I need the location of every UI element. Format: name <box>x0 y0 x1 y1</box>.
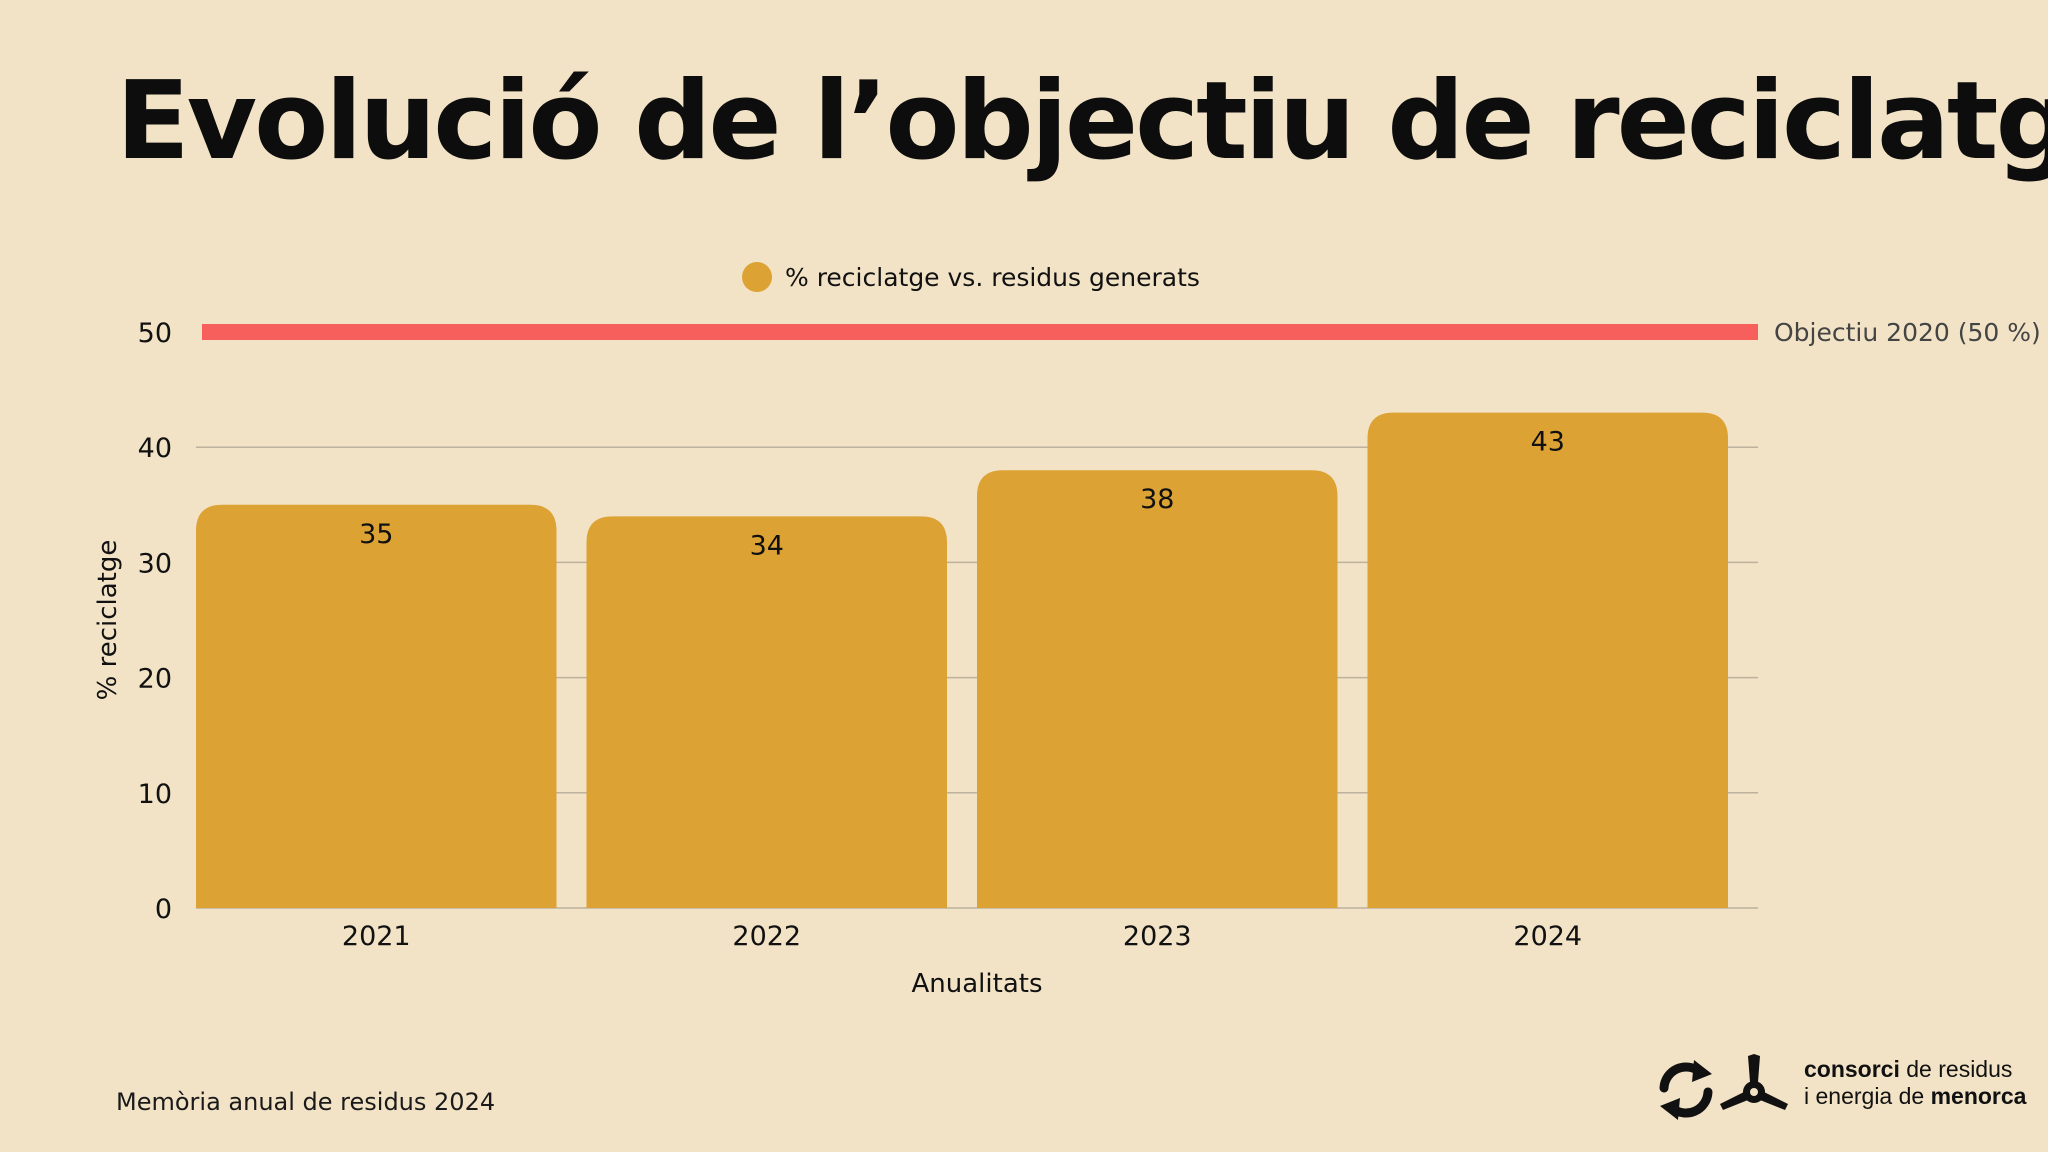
legend-swatch <box>742 262 772 292</box>
brand-word-menorca: menorca <box>1930 1083 2027 1109</box>
data-label: 34 <box>750 530 784 561</box>
bar-chart: Objectiu 2020 (50 %) 35 34 38 43 0 10 20 30 40 5… <box>93 262 2041 999</box>
bar <box>977 470 1338 908</box>
brand-line-1-rest: de residus <box>1899 1056 2013 1082</box>
brand-block: consorci de residus i energia de menorca <box>1654 1052 2026 1122</box>
y-axis-ticks: 0 10 20 30 40 50 <box>138 318 172 925</box>
target-label: Objectiu 2020 (50 %) <box>1774 318 2041 347</box>
target-line-group: Objectiu 2020 (50 %) <box>202 318 2041 347</box>
y-axis-label: % reciclatge <box>93 540 123 701</box>
bar <box>196 504 557 908</box>
wind-turbine-icon <box>1720 1054 1788 1110</box>
x-tick-label: 2023 <box>1123 921 1192 952</box>
legend: % reciclatge vs. residus generats <box>742 262 1200 292</box>
x-tick-label: 2021 <box>342 921 411 952</box>
chart-title: Evolució de l’objectiu de reciclatge <box>116 59 2048 184</box>
brand-line-2-rest: i energia de <box>1804 1083 1931 1109</box>
x-axis-ticks: 2021 2022 2023 2024 <box>342 921 1582 952</box>
brand-line-2: i energia de menorca <box>1804 1083 2026 1110</box>
data-labels: 35 34 38 43 <box>359 427 1565 562</box>
bars <box>196 412 1728 908</box>
arrow-head-bottom <box>1660 1098 1680 1120</box>
x-tick-label: 2024 <box>1513 921 1582 952</box>
y-tick-label: 30 <box>138 548 172 579</box>
brand-word-consorci: consorci <box>1804 1056 1900 1082</box>
y-tick-label: 50 <box>138 318 172 349</box>
bar <box>1367 412 1728 908</box>
footer-note: Memòria anual de residus 2024 <box>116 1088 496 1116</box>
data-label: 35 <box>359 519 393 550</box>
x-tick-label: 2022 <box>732 921 801 952</box>
y-tick-label: 40 <box>138 433 172 464</box>
y-tick-label: 10 <box>138 779 172 810</box>
x-axis-label: Anualitats <box>912 969 1043 999</box>
legend-label: % reciclatge vs. residus generats <box>785 263 1200 292</box>
arrow-head-top <box>1692 1060 1712 1082</box>
data-label: 38 <box>1140 484 1174 515</box>
brand-name: consorci de residus i energia de menorca <box>1804 1056 2026 1110</box>
brand-line-1: consorci de residus <box>1804 1056 2026 1083</box>
data-label: 43 <box>1531 427 1565 458</box>
bar <box>586 516 947 908</box>
brand-logo <box>1659 1054 1788 1120</box>
y-tick-label: 20 <box>138 664 172 695</box>
y-tick-label: 0 <box>155 894 172 925</box>
